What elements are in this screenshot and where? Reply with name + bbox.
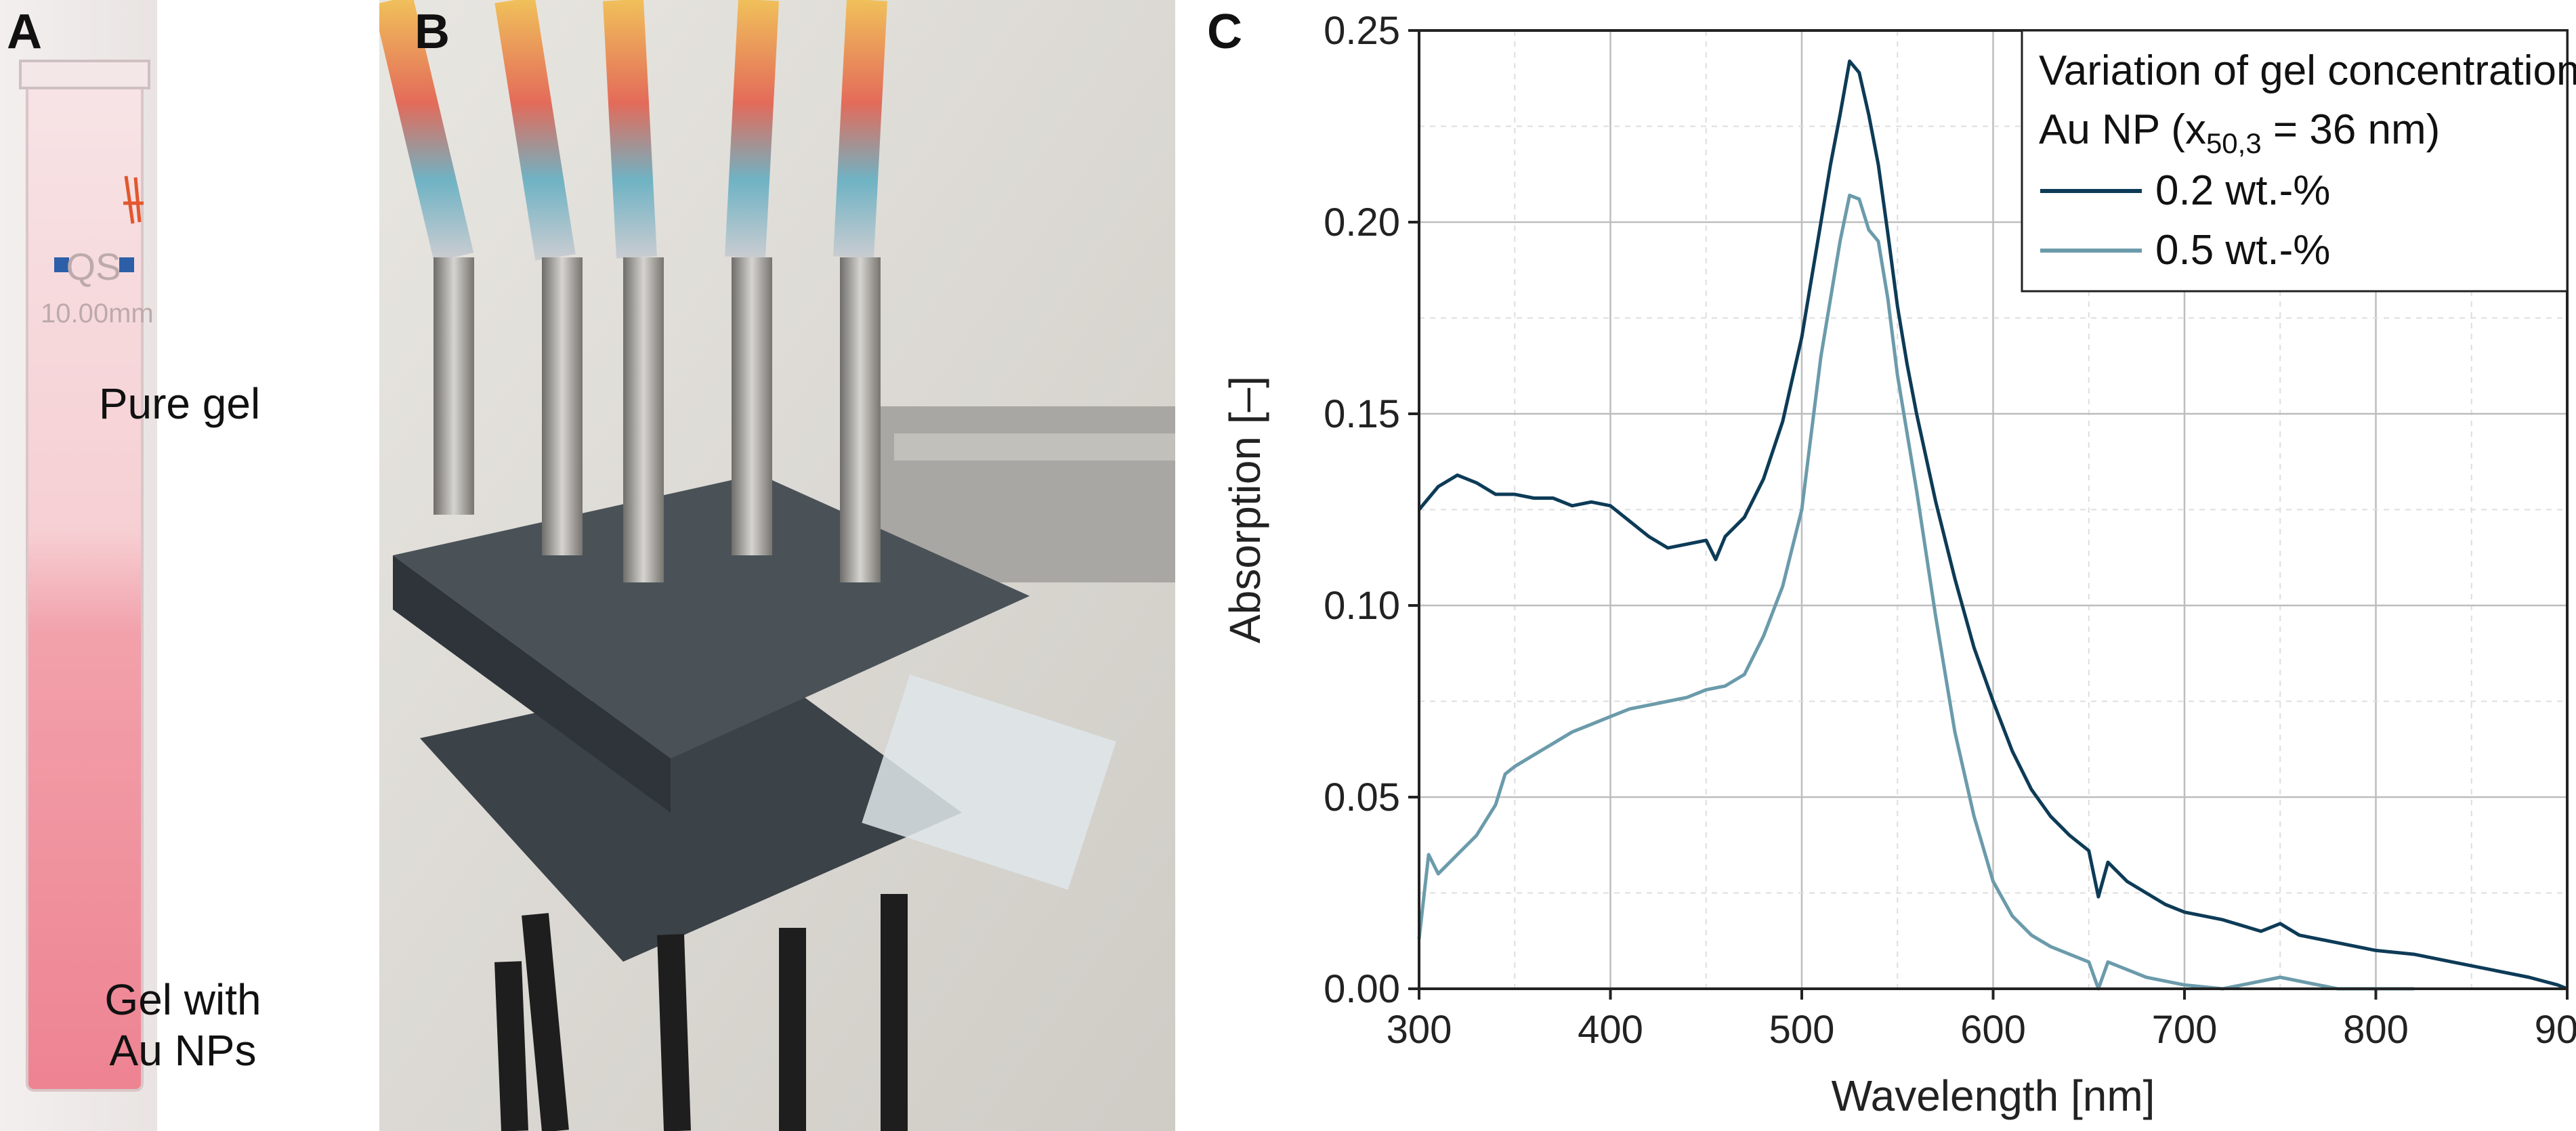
chart-ticks: 300 400 500 600 700 800 900 0.00 0.05 0.10 0.15 0.2… <box>1324 9 2576 1052</box>
x-tick-label: 500 <box>1769 1008 1835 1052</box>
chart-legend: Variation of gel concentration Au NP (x5… <box>2021 29 2576 293</box>
cuvette-blue-mark-left <box>54 257 69 272</box>
cuvette-size-text: 10.00mm <box>41 299 154 328</box>
panel-letter-b: B <box>415 5 450 59</box>
lower-fiber-cables <box>494 894 908 1131</box>
x-tick-label: 300 <box>1387 1008 1452 1052</box>
cuvette-illustration <box>0 0 157 1131</box>
x-tick-label: 800 <box>2343 1008 2409 1052</box>
legend-title-line1: Variation of gel concentration <box>2039 47 2576 94</box>
legend-entry-2: 0.5 wt.-% <box>2155 227 2330 274</box>
fiber-setup-illustration <box>379 0 1175 1131</box>
legend-entry-1: 0.2 wt.-% <box>2155 167 2330 214</box>
handwritten-mark <box>123 175 144 224</box>
x-tick-label: 900 <box>2535 1008 2576 1052</box>
x-tick-label: 600 <box>1960 1008 2026 1052</box>
fiber-setup-photo <box>379 0 1175 1131</box>
cuvette-rim <box>19 60 150 89</box>
fiber-cables <box>379 0 887 262</box>
glass-cuvette <box>862 675 1116 890</box>
series-line-1 <box>1418 59 2568 991</box>
cuvette-brand-text: QS <box>66 245 121 288</box>
y-tick-label: 0.10 <box>1324 584 1400 628</box>
fiber-connectors <box>434 257 881 582</box>
cuvette-body <box>26 73 144 1092</box>
legend-title-line2: Au NP (x50,3 = 36 nm) <box>2039 106 2440 159</box>
absorption-chart: 300 400 500 600 700 800 900 0.00 0.05 0.10 0.15 0.2… <box>1221 9 2576 1120</box>
cuvette-blue-mark-right <box>119 257 134 272</box>
label-pure-gel: Pure gel <box>98 379 261 428</box>
y-tick-label: 0.05 <box>1324 775 1400 819</box>
legend-box <box>2021 29 2569 293</box>
label-au-nps: Au NPs <box>109 1026 257 1075</box>
legend-title-subscript: 50,3 <box>2206 127 2262 159</box>
x-axis-label: Wavelength [nm] <box>1832 1071 2155 1120</box>
cuvette-photo: QS 10.00mm <box>0 0 157 1131</box>
x-tick-label: 700 <box>2152 1008 2218 1052</box>
panel-letter-a: A <box>7 5 42 59</box>
legend-title-prefix: Au NP (x <box>2039 106 2206 153</box>
chart-grid <box>1419 30 2567 989</box>
legend-title-suffix: = 36 nm) <box>2262 106 2441 153</box>
lower-holder-block <box>420 664 962 962</box>
y-tick-label: 0.15 <box>1324 392 1400 436</box>
y-tick-label: 0.20 <box>1324 200 1400 244</box>
y-axis-label: Absorption [–] <box>1221 376 1269 643</box>
x-tick-label: 400 <box>1578 1008 1643 1052</box>
y-tick-label: 0.25 <box>1324 9 1400 53</box>
chart-series <box>1417 59 2568 991</box>
series-line-2 <box>1417 193 2414 991</box>
y-tick-label: 0.00 <box>1324 967 1400 1011</box>
label-gel-with: Gel with <box>104 975 261 1024</box>
panel-letter-c: C <box>1207 5 1242 59</box>
